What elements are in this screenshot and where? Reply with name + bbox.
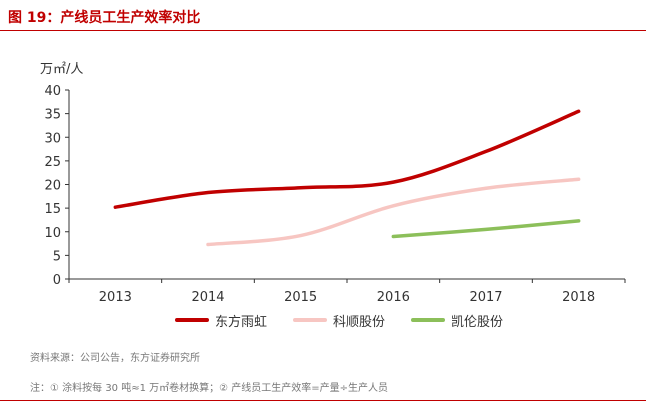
y-tick-label: 10 xyxy=(44,226,61,241)
legend-item: 科顺股份 xyxy=(293,311,385,330)
source-text: 资料来源：公司公告，东方证券研究所 xyxy=(30,353,200,364)
y-tick-label: 30 xyxy=(44,131,61,146)
footer-divider xyxy=(0,400,646,401)
y-tick-label: 0 xyxy=(53,273,61,288)
header-divider xyxy=(0,30,646,31)
y-tick-label: 25 xyxy=(44,155,61,170)
x-tick-label: 2014 xyxy=(191,290,224,305)
series-line-1 xyxy=(113,109,581,209)
legend-swatch xyxy=(411,318,446,322)
series-line-2 xyxy=(206,177,581,247)
legend-item: 东方雨虹 xyxy=(175,311,267,330)
y-tick-label: 20 xyxy=(44,179,61,194)
legend-swatch xyxy=(175,318,209,322)
legend-label: 凯伦股份 xyxy=(451,314,504,330)
legend-label: 科顺股份 xyxy=(333,314,386,330)
chart-legend: 东方雨虹 科顺股份 凯伦股份 xyxy=(175,310,529,330)
y-tick-label: 35 xyxy=(44,108,61,123)
legend-item: 凯伦股份 xyxy=(411,311,503,330)
y-tick-label: 40 xyxy=(44,84,61,99)
x-tick-label: 2015 xyxy=(284,290,317,305)
x-tick-label: 2016 xyxy=(377,290,410,305)
y-tick-label: 5 xyxy=(53,249,61,264)
legend-label: 东方雨虹 xyxy=(215,314,268,330)
legend-swatch xyxy=(293,318,328,322)
note-text: 注：① 涂料按每 30 吨≈1 万㎡卷材换算；② 产线员工生产效率=产量÷生产人… xyxy=(30,383,389,394)
y-axis-label: 万㎡/人 xyxy=(40,62,83,77)
x-tick-label: 2018 xyxy=(562,290,595,305)
x-tick-label: 2013 xyxy=(99,290,132,305)
figure-title: 图 19：产线员工生产效率对比 xyxy=(8,10,201,26)
series-line-3 xyxy=(391,219,581,239)
y-tick-label: 15 xyxy=(44,202,61,217)
figure-header: 图 19：产线员工生产效率对比 xyxy=(0,0,646,30)
x-tick-label: 2017 xyxy=(469,290,502,305)
